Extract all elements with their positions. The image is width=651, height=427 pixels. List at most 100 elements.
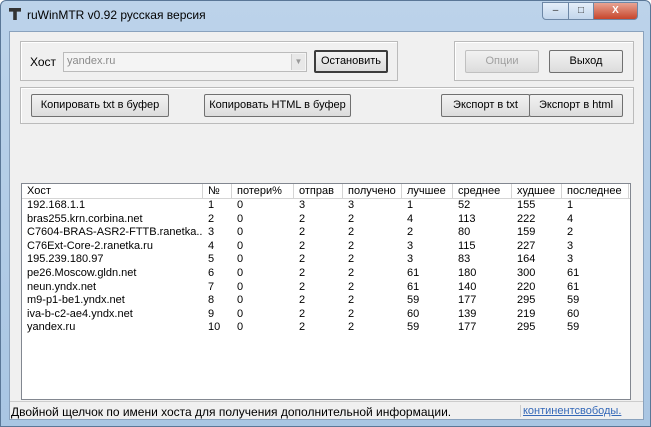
table-cell: 0 — [237, 212, 244, 225]
table-cell: 2 — [208, 212, 215, 225]
maximize-button[interactable]: □ — [568, 2, 594, 20]
table-row[interactable]: neun.yndx.net 7 0 2 2 61 140 220 61 — [22, 281, 630, 295]
client-area: Хост yandex.ru ▼ Остановить Опции Выход К… — [9, 31, 644, 420]
app-icon — [9, 8, 21, 20]
options-button[interactable]: Опции — [465, 50, 539, 73]
table-cell: 2 — [348, 212, 355, 225]
table-cell: 61 — [407, 266, 420, 279]
table-cell: 0 — [237, 239, 244, 252]
table-cell: 155 — [517, 199, 536, 211]
column-header[interactable]: худшее — [512, 184, 562, 198]
table-cell: 139 — [458, 307, 477, 320]
export-txt-button[interactable]: Экспорт в txt — [441, 94, 530, 117]
table-row[interactable]: iva-b-c2-ae4.yndx.net 9 0 2 2 60 139 219 60 — [22, 308, 630, 322]
table-cell: 0 — [237, 199, 244, 211]
table-cell: 3 — [299, 199, 306, 211]
table-cell: 2 — [567, 226, 574, 239]
table-row[interactable]: 192.168.1.1 1 0 3 3 1 52 155 1 — [22, 199, 630, 213]
table-cell: 2 — [299, 321, 306, 334]
stop-button[interactable]: Остановить — [314, 50, 388, 73]
table-cell: 4 — [567, 212, 574, 225]
table-cell: C76Ext-Core-2.ranetka.ru — [27, 239, 153, 252]
table-cell: neun.yndx.net — [27, 280, 97, 293]
table-cell: 113 — [458, 212, 476, 225]
chevron-down-icon[interactable]: ▼ — [291, 54, 305, 70]
table-cell: 9 — [208, 307, 215, 320]
status-bar: Двойной щелчок по имени хоста для получе… — [10, 401, 643, 420]
table-cell: 4 — [208, 239, 215, 252]
table-cell: 2 — [348, 307, 355, 320]
column-header[interactable]: лучшее — [402, 184, 453, 198]
table-cell: 220 — [517, 280, 536, 293]
table-cell: iva-b-c2-ae4.yndx.net — [27, 307, 133, 320]
table-cell: 3 — [407, 253, 414, 266]
copy-html-button[interactable]: Копировать HTML в буфер — [204, 94, 351, 117]
table-cell: 60 — [407, 307, 420, 320]
table-cell: 80 — [458, 226, 471, 239]
column-header[interactable]: отправ — [294, 184, 343, 198]
table-cell: 219 — [517, 307, 536, 320]
table-cell: 177 — [458, 321, 477, 334]
table-cell: 164 — [517, 253, 536, 266]
table-cell: 52 — [458, 199, 471, 211]
column-header[interactable]: среднее — [453, 184, 512, 198]
host-combobox[interactable]: yandex.ru ▼ — [63, 52, 307, 72]
table-cell: 227 — [517, 239, 536, 252]
table-cell: 59 — [567, 294, 580, 307]
table-cell: 60 — [567, 307, 580, 320]
table-cell: 2 — [407, 226, 414, 239]
table-row[interactable]: C76Ext-Core-2.ranetka.ru 4 0 2 2 3 115 227 3 — [22, 240, 630, 254]
column-header[interactable]: последнее — [562, 184, 629, 198]
table-cell: 180 — [458, 266, 477, 279]
table-cell: 3 — [567, 239, 574, 252]
table-cell: 61 — [567, 280, 580, 293]
table-cell: 192.168.1.1 — [27, 199, 86, 211]
table-cell: 4 — [407, 212, 414, 225]
export-html-button[interactable]: Экспорт в html — [529, 94, 623, 117]
table-cell: 0 — [237, 266, 244, 279]
results-table[interactable]: Хост № потери% отправ получено лучшее среднее х… — [21, 183, 631, 400]
table-cell: 3 — [567, 253, 574, 266]
table-cell: 3 — [407, 239, 414, 252]
host-label: Хост — [30, 55, 57, 69]
status-link[interactable]: континентсвободы. — [520, 405, 621, 417]
table-cell: 1 — [208, 199, 215, 211]
table-cell: m9-p1-be1.yndx.net — [27, 294, 125, 307]
table-cell: 0 — [237, 253, 244, 266]
table-row[interactable]: bras255.krn.corbina.net 2 0 2 2 4 113 222 4 — [22, 213, 630, 227]
table-cell: 195.239.180.97 — [27, 253, 104, 266]
copy-txt-button[interactable]: Копировать txt в буфер — [31, 94, 169, 117]
column-header[interactable]: № — [203, 184, 232, 198]
table-cell: 2 — [299, 212, 306, 225]
table-cell: 2 — [299, 226, 306, 239]
table-cell: 59 — [407, 294, 420, 307]
table-cell: 2 — [299, 253, 306, 266]
table-cell: 2 — [348, 226, 355, 239]
table-row[interactable]: pe26.Moscow.gldn.net 6 0 2 2 61 180 300 61 — [22, 267, 630, 281]
table-row[interactable]: m9-p1-be1.yndx.net 8 0 2 2 59 177 295 59 — [22, 294, 630, 308]
table-cell: 1 — [407, 199, 414, 211]
host-group: Хост yandex.ru ▼ Остановить — [20, 41, 398, 81]
table-cell: 5 — [208, 253, 215, 266]
options-group: Опции Выход — [454, 41, 634, 81]
table-row[interactable]: yandex.ru 10 0 2 2 59 177 295 59 — [22, 321, 630, 335]
table-cell: 0 — [237, 321, 244, 334]
table-row[interactable]: C7604-BRAS-ASR2-FTTB.ranetka... 3 0 2 2 2 80 15… — [22, 226, 630, 240]
column-header[interactable]: Хост — [22, 184, 203, 198]
table-cell: 177 — [458, 294, 477, 307]
table-cell: 2 — [348, 239, 355, 252]
table-cell: 61 — [567, 266, 580, 279]
table-cell: 115 — [458, 239, 476, 252]
column-header[interactable]: потери% — [232, 184, 294, 198]
close-button[interactable]: X — [593, 2, 638, 20]
table-cell: 159 — [517, 226, 536, 239]
table-cell: 2 — [348, 280, 355, 293]
minimize-button[interactable]: – — [542, 2, 569, 20]
table-cell: C7604-BRAS-ASR2-FTTB.ranetka... — [27, 226, 203, 239]
column-header[interactable]: получено — [343, 184, 402, 198]
table-cell: 2 — [348, 266, 355, 279]
host-input[interactable]: yandex.ru — [67, 55, 116, 67]
table-row[interactable]: 195.239.180.97 5 0 2 2 3 83 164 3 — [22, 253, 630, 267]
export-group: Копировать txt в буфер Копировать HTML в… — [20, 87, 634, 124]
exit-button[interactable]: Выход — [549, 50, 623, 73]
